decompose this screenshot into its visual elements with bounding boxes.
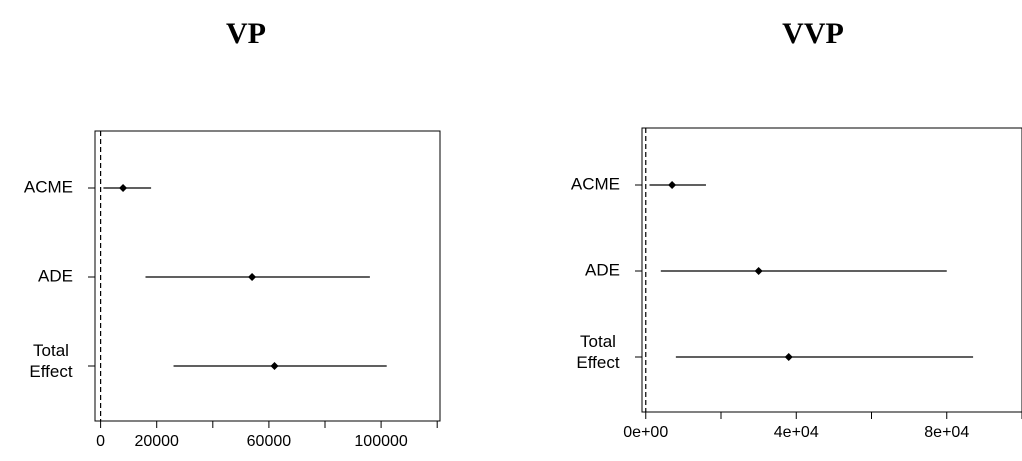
category-label-line: Total bbox=[580, 332, 616, 351]
x-tick-label: 100000 bbox=[354, 433, 407, 450]
category-label: ADE bbox=[585, 260, 620, 279]
category-label-line: Effect bbox=[29, 362, 72, 381]
x-tick-label: 20000 bbox=[134, 433, 179, 450]
category-label: Total Effect bbox=[576, 332, 619, 372]
chart-title: VVP bbox=[782, 17, 844, 50]
point-estimate bbox=[668, 181, 677, 189]
point-estimate bbox=[270, 362, 279, 370]
category-label: Total Effect bbox=[29, 341, 72, 381]
x-tick-label: 60000 bbox=[247, 433, 292, 450]
x-tick-label: 4e+04 bbox=[774, 424, 819, 441]
category-label: ADE bbox=[38, 266, 73, 285]
category-label-line: Effect bbox=[576, 353, 619, 372]
plot-frame bbox=[94, 130, 441, 422]
x-tick-label: 0e+00 bbox=[623, 424, 668, 441]
point-estimate bbox=[119, 184, 128, 192]
point-estimate bbox=[754, 267, 763, 275]
chart-title: VP bbox=[226, 17, 266, 50]
x-tick-label: 8e+04 bbox=[924, 424, 969, 441]
point-estimate bbox=[784, 353, 793, 361]
forest-plot-2: VVP 0e+00 4e+04 8e+04 ACME ADE Total Effect bbox=[571, 17, 1022, 441]
forest-plot-1: VP 0 20000 60000 100000 ACME ADE Total Effect bbox=[24, 17, 441, 450]
category-label-line: Total bbox=[33, 341, 69, 360]
point-estimate bbox=[248, 273, 257, 281]
x-tick-label: 0 bbox=[96, 433, 105, 450]
category-label: ACME bbox=[571, 174, 620, 193]
plot-frame bbox=[641, 127, 1022, 413]
category-label: ACME bbox=[24, 177, 73, 196]
